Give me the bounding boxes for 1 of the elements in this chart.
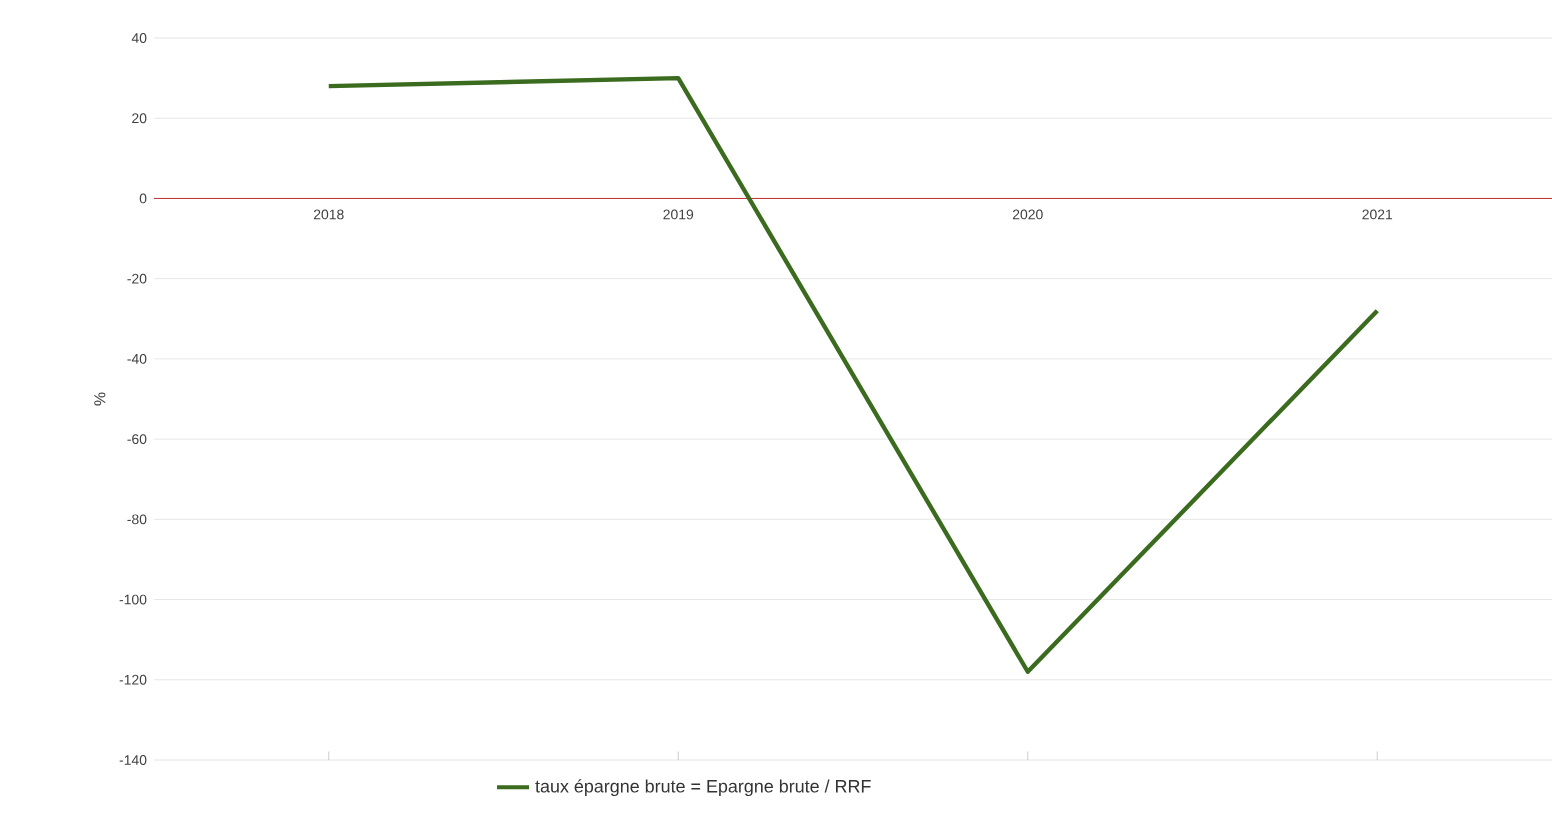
legend-label: taux épargne brute = Epargne brute / RRF: [535, 779, 871, 797]
